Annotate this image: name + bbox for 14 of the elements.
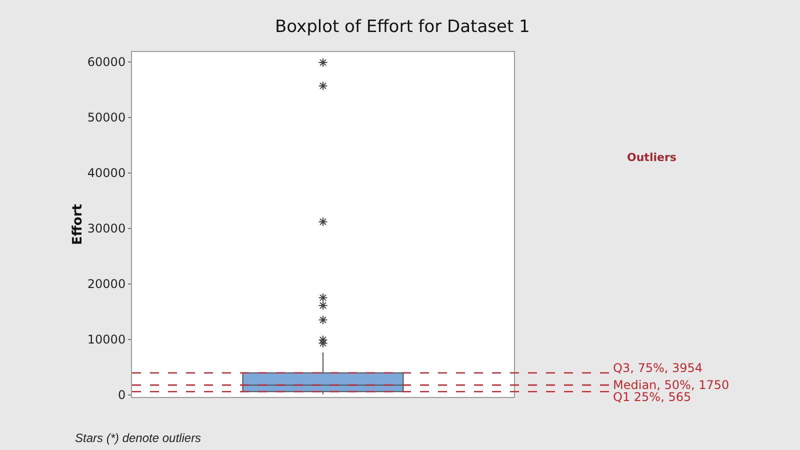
text: Stars (*) denote outliers (75, 431, 202, 445)
y-tick-label: 0 (118, 388, 126, 402)
y-tick-label: 40000 (87, 166, 126, 180)
y-tick-label: 10000 (87, 332, 126, 347)
y-axis-title: Effort (70, 204, 86, 245)
y-tick-label: 60000 (87, 55, 126, 70)
y-tick-label: 50000 (87, 110, 126, 125)
text: Outliers (627, 151, 677, 164)
chart-title: Boxplot of Effort for Dataset 1 (274, 17, 530, 38)
y-tick-label: 20000 (87, 277, 126, 292)
y-tick-label: 30000 (87, 222, 126, 236)
ref-line-label: Q3, 75%, 3954 (613, 361, 703, 375)
ref-line-label: Median, 50%, 1750 (613, 378, 730, 392)
ref-line-label: Q1 25%, 565 (613, 390, 692, 404)
